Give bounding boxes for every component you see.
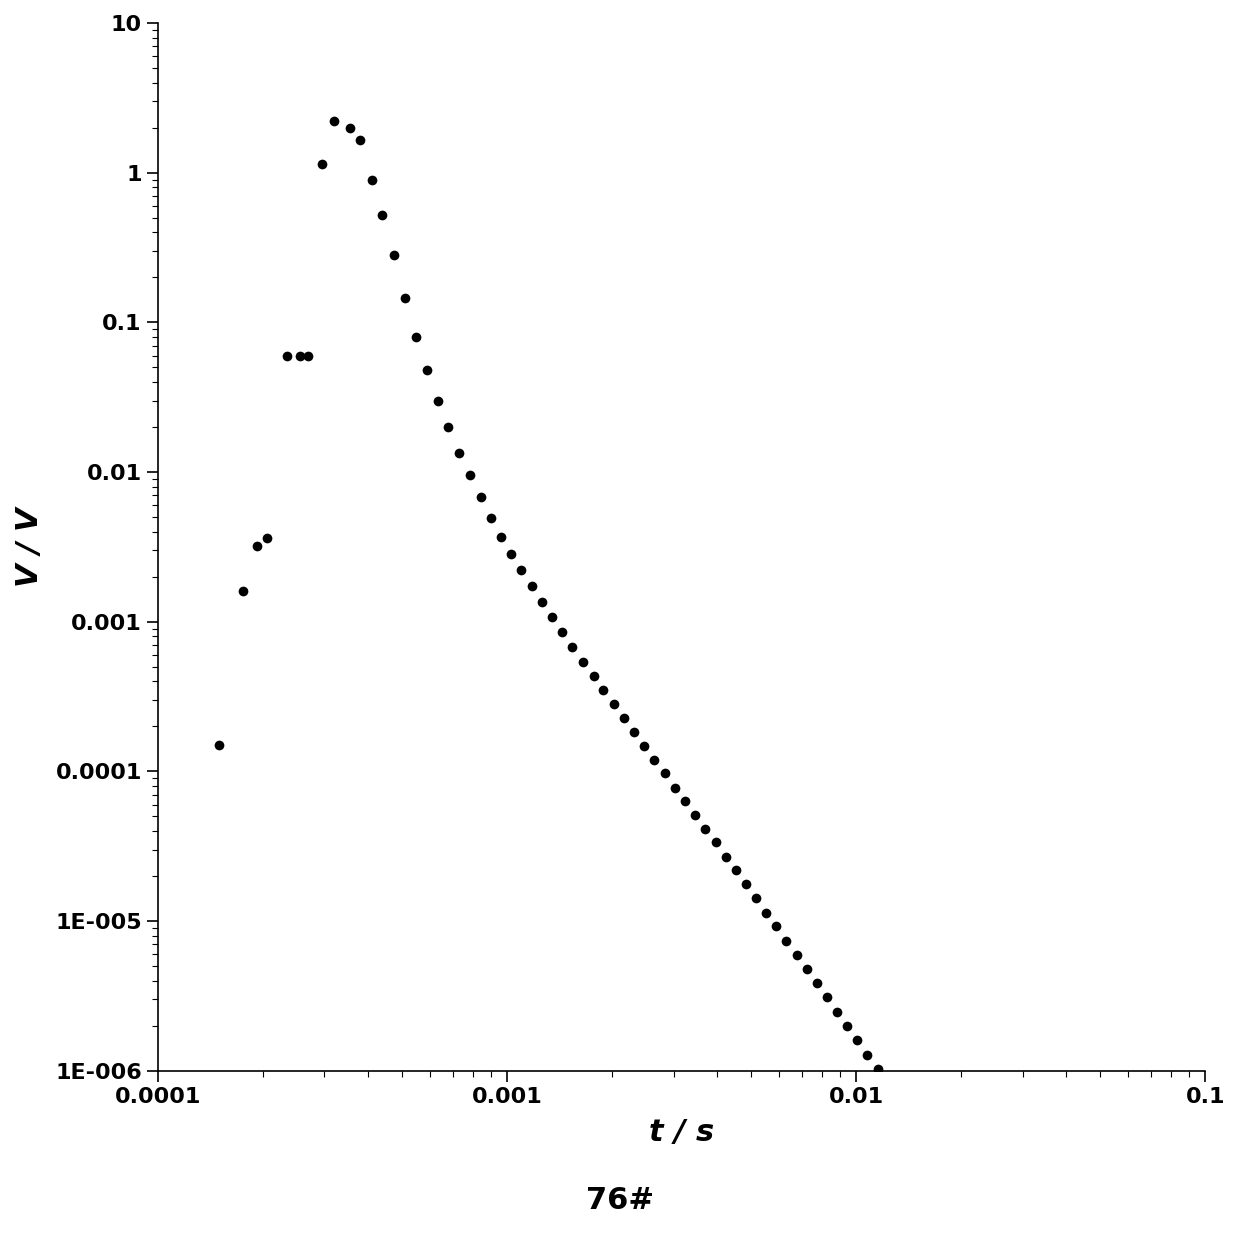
Point <box>522 576 542 596</box>
Point <box>766 917 786 937</box>
Point <box>471 487 491 507</box>
Point <box>257 529 277 549</box>
Point <box>776 931 796 950</box>
Point <box>655 764 675 784</box>
Point <box>340 117 360 137</box>
Point <box>481 508 501 528</box>
Point <box>210 735 229 755</box>
Point <box>247 536 267 556</box>
Point <box>868 1059 888 1079</box>
Point <box>396 288 415 308</box>
Point <box>417 360 436 379</box>
Point <box>858 1044 878 1064</box>
Point <box>807 973 827 993</box>
Point <box>278 346 298 366</box>
Point <box>735 874 755 894</box>
Point <box>439 417 459 436</box>
Point <box>491 527 511 546</box>
Point <box>970 1209 990 1229</box>
Point <box>676 791 696 811</box>
Point <box>634 735 653 755</box>
Point <box>909 1119 929 1138</box>
Point <box>645 750 665 770</box>
Point <box>949 1179 968 1199</box>
Point <box>686 806 706 826</box>
Point <box>756 902 776 922</box>
Point <box>929 1148 949 1168</box>
Point <box>847 1031 867 1051</box>
Point <box>960 1194 980 1214</box>
Point <box>888 1089 908 1109</box>
Point <box>563 637 583 656</box>
Point <box>532 592 552 612</box>
Point <box>372 205 392 225</box>
Point <box>407 328 427 347</box>
Point <box>290 346 310 366</box>
Y-axis label: V / V: V / V <box>15 507 43 587</box>
Point <box>919 1133 939 1153</box>
Point <box>797 959 817 979</box>
Point <box>362 169 382 189</box>
Point <box>604 695 624 714</box>
Point <box>746 889 766 908</box>
X-axis label: t / s: t / s <box>649 1117 714 1147</box>
Point <box>299 346 319 366</box>
Point <box>665 777 684 797</box>
Point <box>624 722 644 742</box>
Point <box>706 833 725 853</box>
Point <box>827 1002 847 1022</box>
Point <box>552 623 572 643</box>
Point <box>573 651 593 671</box>
Point <box>594 680 614 700</box>
Point <box>312 153 332 173</box>
Point <box>351 130 371 150</box>
Point <box>980 1225 999 1236</box>
Point <box>512 561 532 581</box>
Point <box>696 819 715 839</box>
Point <box>325 111 345 131</box>
Point <box>614 708 634 728</box>
Point <box>878 1074 898 1094</box>
Point <box>817 988 837 1007</box>
Point <box>501 544 521 564</box>
Point <box>449 442 469 462</box>
Point <box>384 246 404 266</box>
Point <box>898 1104 918 1124</box>
Point <box>460 466 480 486</box>
Point <box>786 946 806 965</box>
Point <box>837 1016 857 1036</box>
Text: 76#: 76# <box>587 1185 653 1215</box>
Point <box>725 860 745 880</box>
Point <box>715 847 735 866</box>
Point <box>939 1163 959 1183</box>
Point <box>428 391 448 410</box>
Point <box>543 607 563 627</box>
Point <box>233 581 253 601</box>
Point <box>584 666 604 686</box>
